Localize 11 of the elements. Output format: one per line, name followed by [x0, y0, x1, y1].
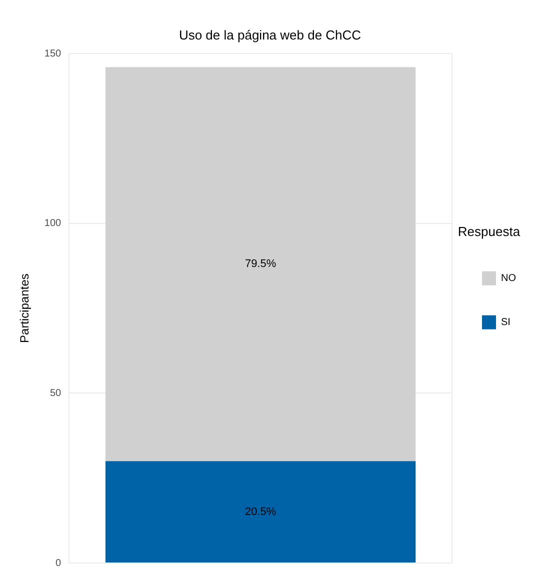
y-tick-label: 50 [50, 388, 62, 399]
legend-label: NO [501, 273, 516, 284]
y-tick-label: 0 [56, 558, 62, 569]
legend-title: Respuesta [458, 224, 521, 239]
y-axis-title: Participantes [18, 274, 32, 343]
chart-title: Uso de la página web de ChCC [178, 27, 362, 42]
legend-label: SI [501, 317, 510, 328]
y-tick-label: 150 [44, 48, 62, 60]
annotation: 79.5% [244, 258, 276, 270]
y-tick-label: 100 [44, 218, 62, 230]
annotation: 20.5% [244, 506, 276, 518]
